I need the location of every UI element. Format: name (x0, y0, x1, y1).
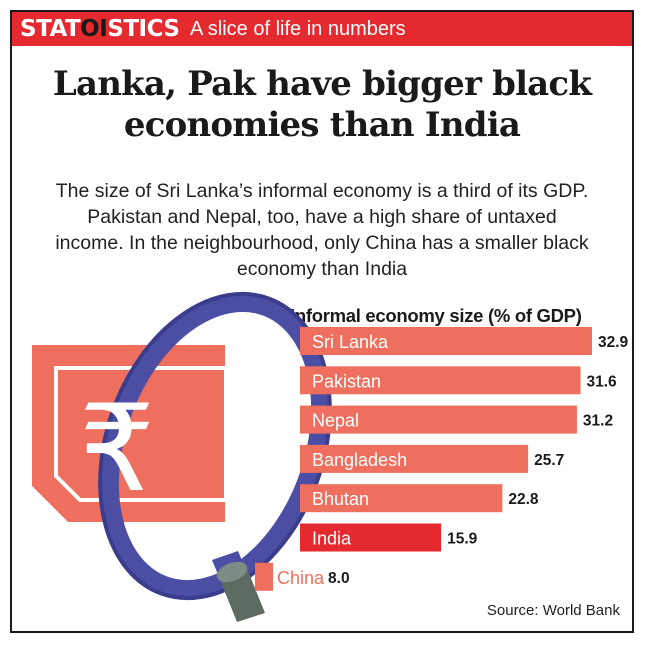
banknote-icon (32, 345, 228, 522)
headline-line-1: Lanka, Pak have bigger black (52, 64, 592, 104)
bar-pakistan (300, 366, 581, 395)
category-label-pakistan: Pakistan (312, 371, 381, 391)
source-note: Source: World Bank (486, 602, 620, 619)
value-label-bangladesh: 25.7 (534, 452, 564, 469)
bar-sri-lanka (300, 327, 592, 355)
chart-title: Informal economy size (% of GDP) (290, 305, 582, 326)
brand-post: STICS (107, 16, 180, 42)
bar-nepal (300, 405, 577, 434)
value-label-china: 8.0 (328, 570, 350, 587)
category-label-bhutan: Bhutan (312, 489, 369, 509)
rupee-symbol-icon: ₹ (79, 380, 155, 519)
bar-bhutan (300, 484, 503, 513)
bar-bangladesh (300, 444, 529, 473)
value-label-pakistan: 31.6 (586, 373, 617, 390)
magnifier-rim-icon (98, 291, 332, 601)
bar-india (300, 523, 442, 552)
bars-group: Sri Lanka 32.9 Pakistan 31.6 Nepal 31.2 Bangla… (255, 327, 629, 591)
brand-logo: STATOISTICS (20, 14, 180, 44)
value-label-sri-lanka: 32.9 (598, 334, 629, 351)
magnifier-ring-icon (100, 293, 330, 599)
brand-toi: OI (80, 16, 108, 42)
value-label-india: 15.9 (447, 531, 478, 548)
brand-pre: STAT (20, 16, 81, 42)
bar-china (255, 562, 273, 591)
headline: Lanka, Pak have bigger black economies t… (12, 64, 632, 146)
category-label-bangladesh: Bangladesh (312, 450, 407, 470)
category-label-sri-lanka: Sri Lanka (312, 332, 389, 352)
banner-tagline: A slice of life in numbers (190, 18, 406, 40)
value-label-nepal: 31.2 (583, 413, 613, 430)
value-label-bhutan: 22.8 (508, 491, 539, 508)
magnifier-handle-icon (212, 551, 265, 622)
statoistics-banner: STATOISTICS A slice of life in numbers (12, 12, 632, 46)
category-label-china: China (277, 568, 325, 588)
category-label-nepal: Nepal (312, 411, 359, 431)
headline-line-2: economies than India (123, 105, 521, 145)
subheadline: The size of Sri Lanka’s informal economy… (55, 180, 589, 280)
magnifier-illustration: ₹ (32, 291, 332, 622)
category-label-india: India (312, 529, 352, 549)
